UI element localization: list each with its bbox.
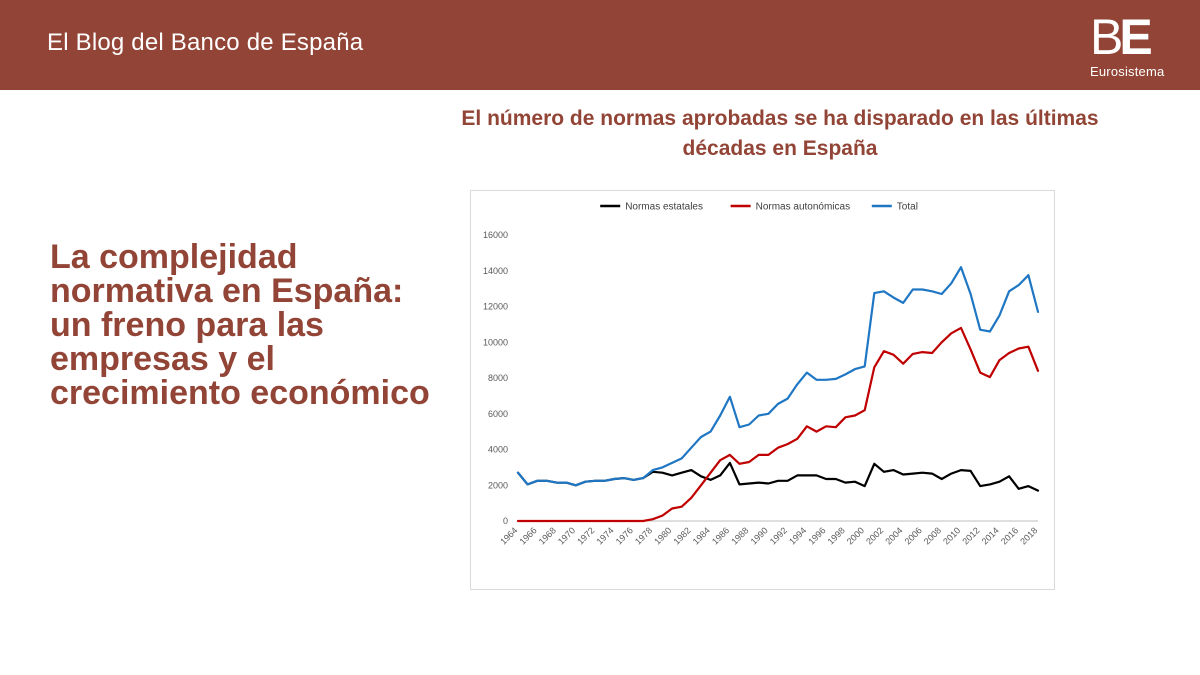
x-tick-label: 2002	[864, 525, 885, 546]
x-tick-label: 2000	[845, 525, 866, 546]
x-tick-label: 1966	[517, 525, 538, 546]
x-tick-label: 1976	[614, 525, 635, 546]
legend-label: Total	[897, 202, 918, 213]
x-tick-label: 1968	[537, 525, 558, 546]
y-tick-label: 6000	[488, 409, 508, 419]
series-line-total	[516, 266, 1040, 487]
series-line-normas-auton-micas	[516, 326, 1040, 523]
header-bar: El Blog del Banco de España BE Eurosiste…	[0, 0, 1200, 90]
y-tick-label: 4000	[488, 445, 508, 455]
legend-label: Normas autonómicas	[756, 202, 850, 213]
x-tick-label: 1990	[749, 525, 770, 546]
x-tick-label: 1974	[594, 525, 615, 546]
y-tick-label: 14000	[483, 266, 508, 276]
blog-title[interactable]: El Blog del Banco de España	[47, 29, 364, 56]
legend-label: Normas estatales	[625, 202, 703, 213]
series-line-normas-estatales	[516, 461, 1040, 492]
x-tick-label: 1972	[575, 525, 596, 546]
x-tick-label: 1980	[652, 525, 673, 546]
x-tick-label: 1988	[729, 525, 750, 546]
x-tick-label: 2014	[980, 525, 1001, 546]
x-tick-label: 1982	[672, 525, 693, 546]
x-tick-label: 1998	[826, 525, 847, 546]
chart-container: 0 2000 4000 6000 8000 10000 12000 14000 16000 196…	[470, 190, 1055, 590]
x-tick-label: 1992	[768, 525, 789, 546]
x-tick-label: 2010	[941, 525, 962, 546]
x-tick-label: 2012	[960, 525, 981, 546]
x-tick-label: 2018	[1018, 525, 1039, 546]
x-tick-label: 1996	[806, 525, 827, 546]
x-tick-label: 2016	[999, 525, 1020, 546]
x-tick-label: 1984	[691, 525, 712, 546]
x-tick-label: 2004	[883, 525, 904, 546]
x-tick-label: 1994	[787, 525, 808, 546]
logo-mark: BE	[1090, 9, 1153, 65]
article-headline: La complejidad normativa en España: un f…	[50, 238, 430, 412]
banco-de-espana-logo[interactable]: BE Eurosistema	[1090, 12, 1170, 82]
y-tick-label: 2000	[488, 480, 508, 490]
y-tick-label: 16000	[483, 230, 508, 240]
y-tick-label: 12000	[483, 302, 508, 312]
y-tick-label: 10000	[483, 337, 508, 347]
x-tick-label: 1986	[710, 525, 731, 546]
line-chart: 0 2000 4000 6000 8000 10000 12000 14000 16000 196…	[483, 202, 1040, 547]
x-tick-label: 2006	[903, 525, 924, 546]
x-tick-label: 1964	[498, 525, 519, 546]
logo-subtitle: Eurosistema	[1090, 64, 1165, 79]
y-tick-label: 8000	[488, 373, 508, 383]
x-tick-label: 1978	[633, 525, 654, 546]
x-tick-label: 2008	[922, 525, 943, 546]
x-tick-label: 1970	[556, 525, 577, 546]
y-tick-label: 0	[503, 516, 508, 526]
chart-title: El número de normas aprobadas se ha disp…	[461, 107, 1099, 160]
